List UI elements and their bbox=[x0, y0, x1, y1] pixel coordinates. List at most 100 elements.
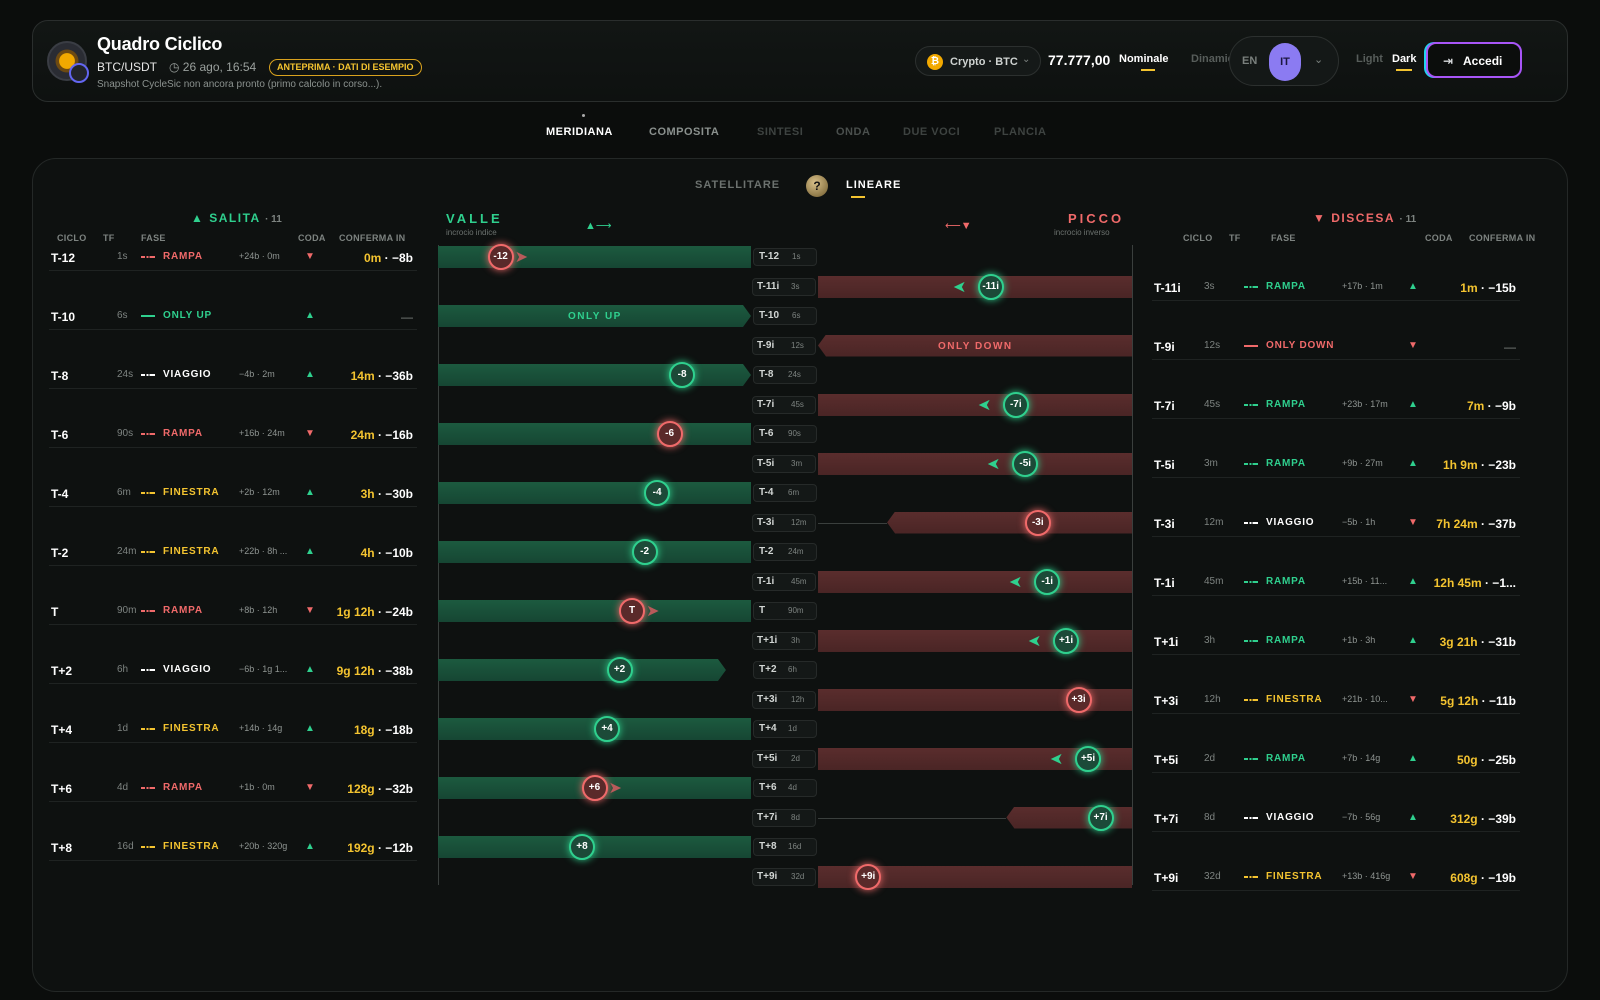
picco-cycle-tag: T+5i 2d bbox=[752, 749, 816, 768]
cycle-label: T+7i bbox=[1154, 811, 1179, 826]
tab-composita[interactable]: COMPOSITA bbox=[649, 126, 720, 138]
dynamic-toggle[interactable]: Dinamico bbox=[1191, 53, 1241, 65]
preview-badge: ANTEPRIMA · DATI DI ESEMPIO bbox=[269, 59, 422, 76]
valle-marker[interactable]: -6 bbox=[656, 421, 683, 447]
timeframe: 12h bbox=[1204, 693, 1221, 705]
picco-marker[interactable]: +1i bbox=[1053, 627, 1080, 654]
valle-marker[interactable]: +6 bbox=[581, 775, 608, 801]
tag-cycle: T+5i bbox=[757, 752, 778, 764]
confirm-value: 3g 21h · −31b bbox=[1440, 635, 1516, 649]
confirm-time: 0m bbox=[363, 251, 382, 265]
tail-up-icon: ▲ bbox=[305, 841, 315, 852]
theme-light[interactable]: Light bbox=[1356, 53, 1383, 65]
chevron-down-icon[interactable]: ⌄ bbox=[1314, 54, 1324, 66]
picco-marker[interactable]: +7i bbox=[1087, 804, 1114, 831]
login-button[interactable]: ⇥ Accedi bbox=[1426, 42, 1522, 78]
up-icon: ▲ bbox=[191, 211, 205, 225]
tag-cycle: T-10 bbox=[759, 310, 780, 321]
valle-marker[interactable]: +2 bbox=[606, 657, 633, 683]
picco-marker[interactable]: -3i bbox=[1024, 509, 1051, 536]
picco-marker[interactable]: -5i bbox=[1012, 450, 1039, 477]
nominal-toggle[interactable]: Nominale bbox=[1119, 53, 1169, 65]
discesa-row: T-9i 12s ONLY DOWN ▼ — bbox=[1152, 332, 1520, 360]
tail-up-icon: ▲ bbox=[1408, 752, 1418, 764]
cycle-label: T+1i bbox=[1154, 634, 1179, 649]
phase-detail: +8b · 12h bbox=[239, 605, 278, 615]
phase-dash-icon bbox=[1244, 698, 1258, 701]
valle-marker[interactable]: -2 bbox=[631, 539, 658, 565]
tab-due-voci[interactable]: DUE VOCI bbox=[903, 126, 961, 138]
mode-linear[interactable]: LINEARE bbox=[846, 179, 902, 191]
phase-detail: +20b · 320g bbox=[239, 841, 288, 851]
mode-satellite[interactable]: SATELLITARE bbox=[695, 179, 781, 191]
picco-cycle-tag: T-5i 3m bbox=[752, 454, 816, 473]
picco-marker[interactable]: -11i bbox=[977, 273, 1004, 300]
timeframe: 8d bbox=[1204, 811, 1216, 823]
phase-label: RAMPA bbox=[1266, 457, 1306, 469]
phase-label: VIAGGIO bbox=[163, 369, 212, 380]
phase-detail: +16b · 24m bbox=[239, 428, 285, 438]
valle-marker[interactable]: +8 bbox=[568, 834, 595, 860]
salita-row: T-4 6m FINESTRA +2b · 12m ▲ 3h · −30b bbox=[49, 479, 417, 507]
phase-detail: +23b · 17m bbox=[1342, 398, 1388, 409]
phase-detail: +15b · 11... bbox=[1342, 575, 1388, 586]
discesa-row: T-3i 12m VIAGGIO −5b · 1h ▼ 7h 24m · −37b bbox=[1152, 509, 1520, 537]
app-title: Quadro Ciclico bbox=[97, 34, 223, 54]
valle-band bbox=[438, 659, 726, 681]
salita-row: T-8 24s VIAGGIO −4b · 2m ▲ 14m · −36b bbox=[49, 361, 417, 389]
phase-dash-icon bbox=[141, 315, 155, 317]
valle-cycle-tag: T+2 6h bbox=[753, 661, 817, 679]
picco-stem-line bbox=[818, 522, 888, 524]
tag-cycle: T+8 bbox=[759, 841, 777, 852]
phase-label: VIAGGIO bbox=[1266, 811, 1315, 823]
timeframe: 12m bbox=[1204, 516, 1224, 528]
confirm-bars: · −15b bbox=[1477, 280, 1516, 295]
valle-marker[interactable]: -12 bbox=[487, 244, 514, 270]
valle-marker[interactable]: T bbox=[619, 598, 646, 624]
confirm-bars: · −18b bbox=[374, 723, 413, 737]
discesa-row: T+1i 3h RAMPA +1b · 3h ▲ 3g 21h · −31b bbox=[1152, 627, 1520, 655]
confirm-bars: · −24b bbox=[374, 605, 413, 619]
valle-marker[interactable]: -8 bbox=[669, 362, 696, 388]
tab-sintesi[interactable]: SINTESI bbox=[757, 126, 804, 138]
market-selector[interactable]: ₿ Crypto · BTC ⌄ bbox=[915, 46, 1041, 76]
discesa-row: T-7i 45s RAMPA +23b · 17m ▲ 7m · −9b bbox=[1152, 391, 1520, 419]
valle-cycle-tag: T-6 90s bbox=[753, 425, 817, 443]
tag-cycle: T-5i bbox=[757, 457, 775, 469]
confirm-time: 7m bbox=[1466, 398, 1485, 413]
language-switcher[interactable]: EN IT ⌄ bbox=[1229, 36, 1339, 86]
picco-marker[interactable]: +3i bbox=[1065, 686, 1092, 713]
help-icon[interactable]: ? bbox=[806, 175, 828, 197]
only-up-label: ONLY UP bbox=[568, 311, 622, 322]
lang-en[interactable]: EN bbox=[1242, 55, 1258, 67]
phase-dash-icon bbox=[1244, 816, 1258, 819]
cycle-label: T+5i bbox=[1154, 752, 1179, 767]
cycle-label: T+3i bbox=[1154, 693, 1179, 708]
confirm-time: 50g bbox=[1456, 752, 1478, 767]
tab-meridiana[interactable]: MERIDIANA bbox=[546, 126, 613, 138]
theme-dark[interactable]: Dark bbox=[1392, 53, 1417, 65]
phase-dash-icon bbox=[141, 256, 155, 258]
picco-marker[interactable]: +9i bbox=[855, 863, 882, 890]
valle-marker[interactable]: +4 bbox=[594, 716, 621, 742]
salita-row: T+6 4d RAMPA +1b · 0m ▼ 128g · −32b bbox=[49, 774, 417, 802]
confirm-time: 3h bbox=[360, 487, 375, 501]
valle-cycle-tag: T-12 1s bbox=[753, 248, 817, 266]
confirm-bars: · −37b bbox=[1477, 516, 1516, 531]
tab-onda[interactable]: ONDA bbox=[836, 126, 871, 138]
tab-plancia[interactable]: PLANCIA bbox=[994, 126, 1047, 138]
picco-marker[interactable]: +5i bbox=[1075, 745, 1102, 772]
tag-cycle: T+7i bbox=[757, 811, 778, 823]
salita-title: ▲ SALITA · 11 bbox=[191, 211, 282, 225]
tag-timeframe: 12h bbox=[791, 694, 805, 704]
phase-detail: +1b · 0m bbox=[239, 782, 275, 792]
valle-marker[interactable]: -4 bbox=[644, 480, 671, 506]
phase-dash-icon bbox=[1244, 580, 1258, 583]
col-ciclo-r: CICLO bbox=[1183, 233, 1213, 243]
lang-it[interactable]: IT bbox=[1269, 43, 1301, 81]
phase-detail: +1b · 3h bbox=[1342, 634, 1376, 645]
picco-marker[interactable]: -7i bbox=[1002, 391, 1029, 418]
phase-label: RAMPA bbox=[163, 782, 203, 793]
picco-marker[interactable]: -1i bbox=[1034, 568, 1061, 595]
confirm-bars: · −8b bbox=[381, 251, 413, 265]
